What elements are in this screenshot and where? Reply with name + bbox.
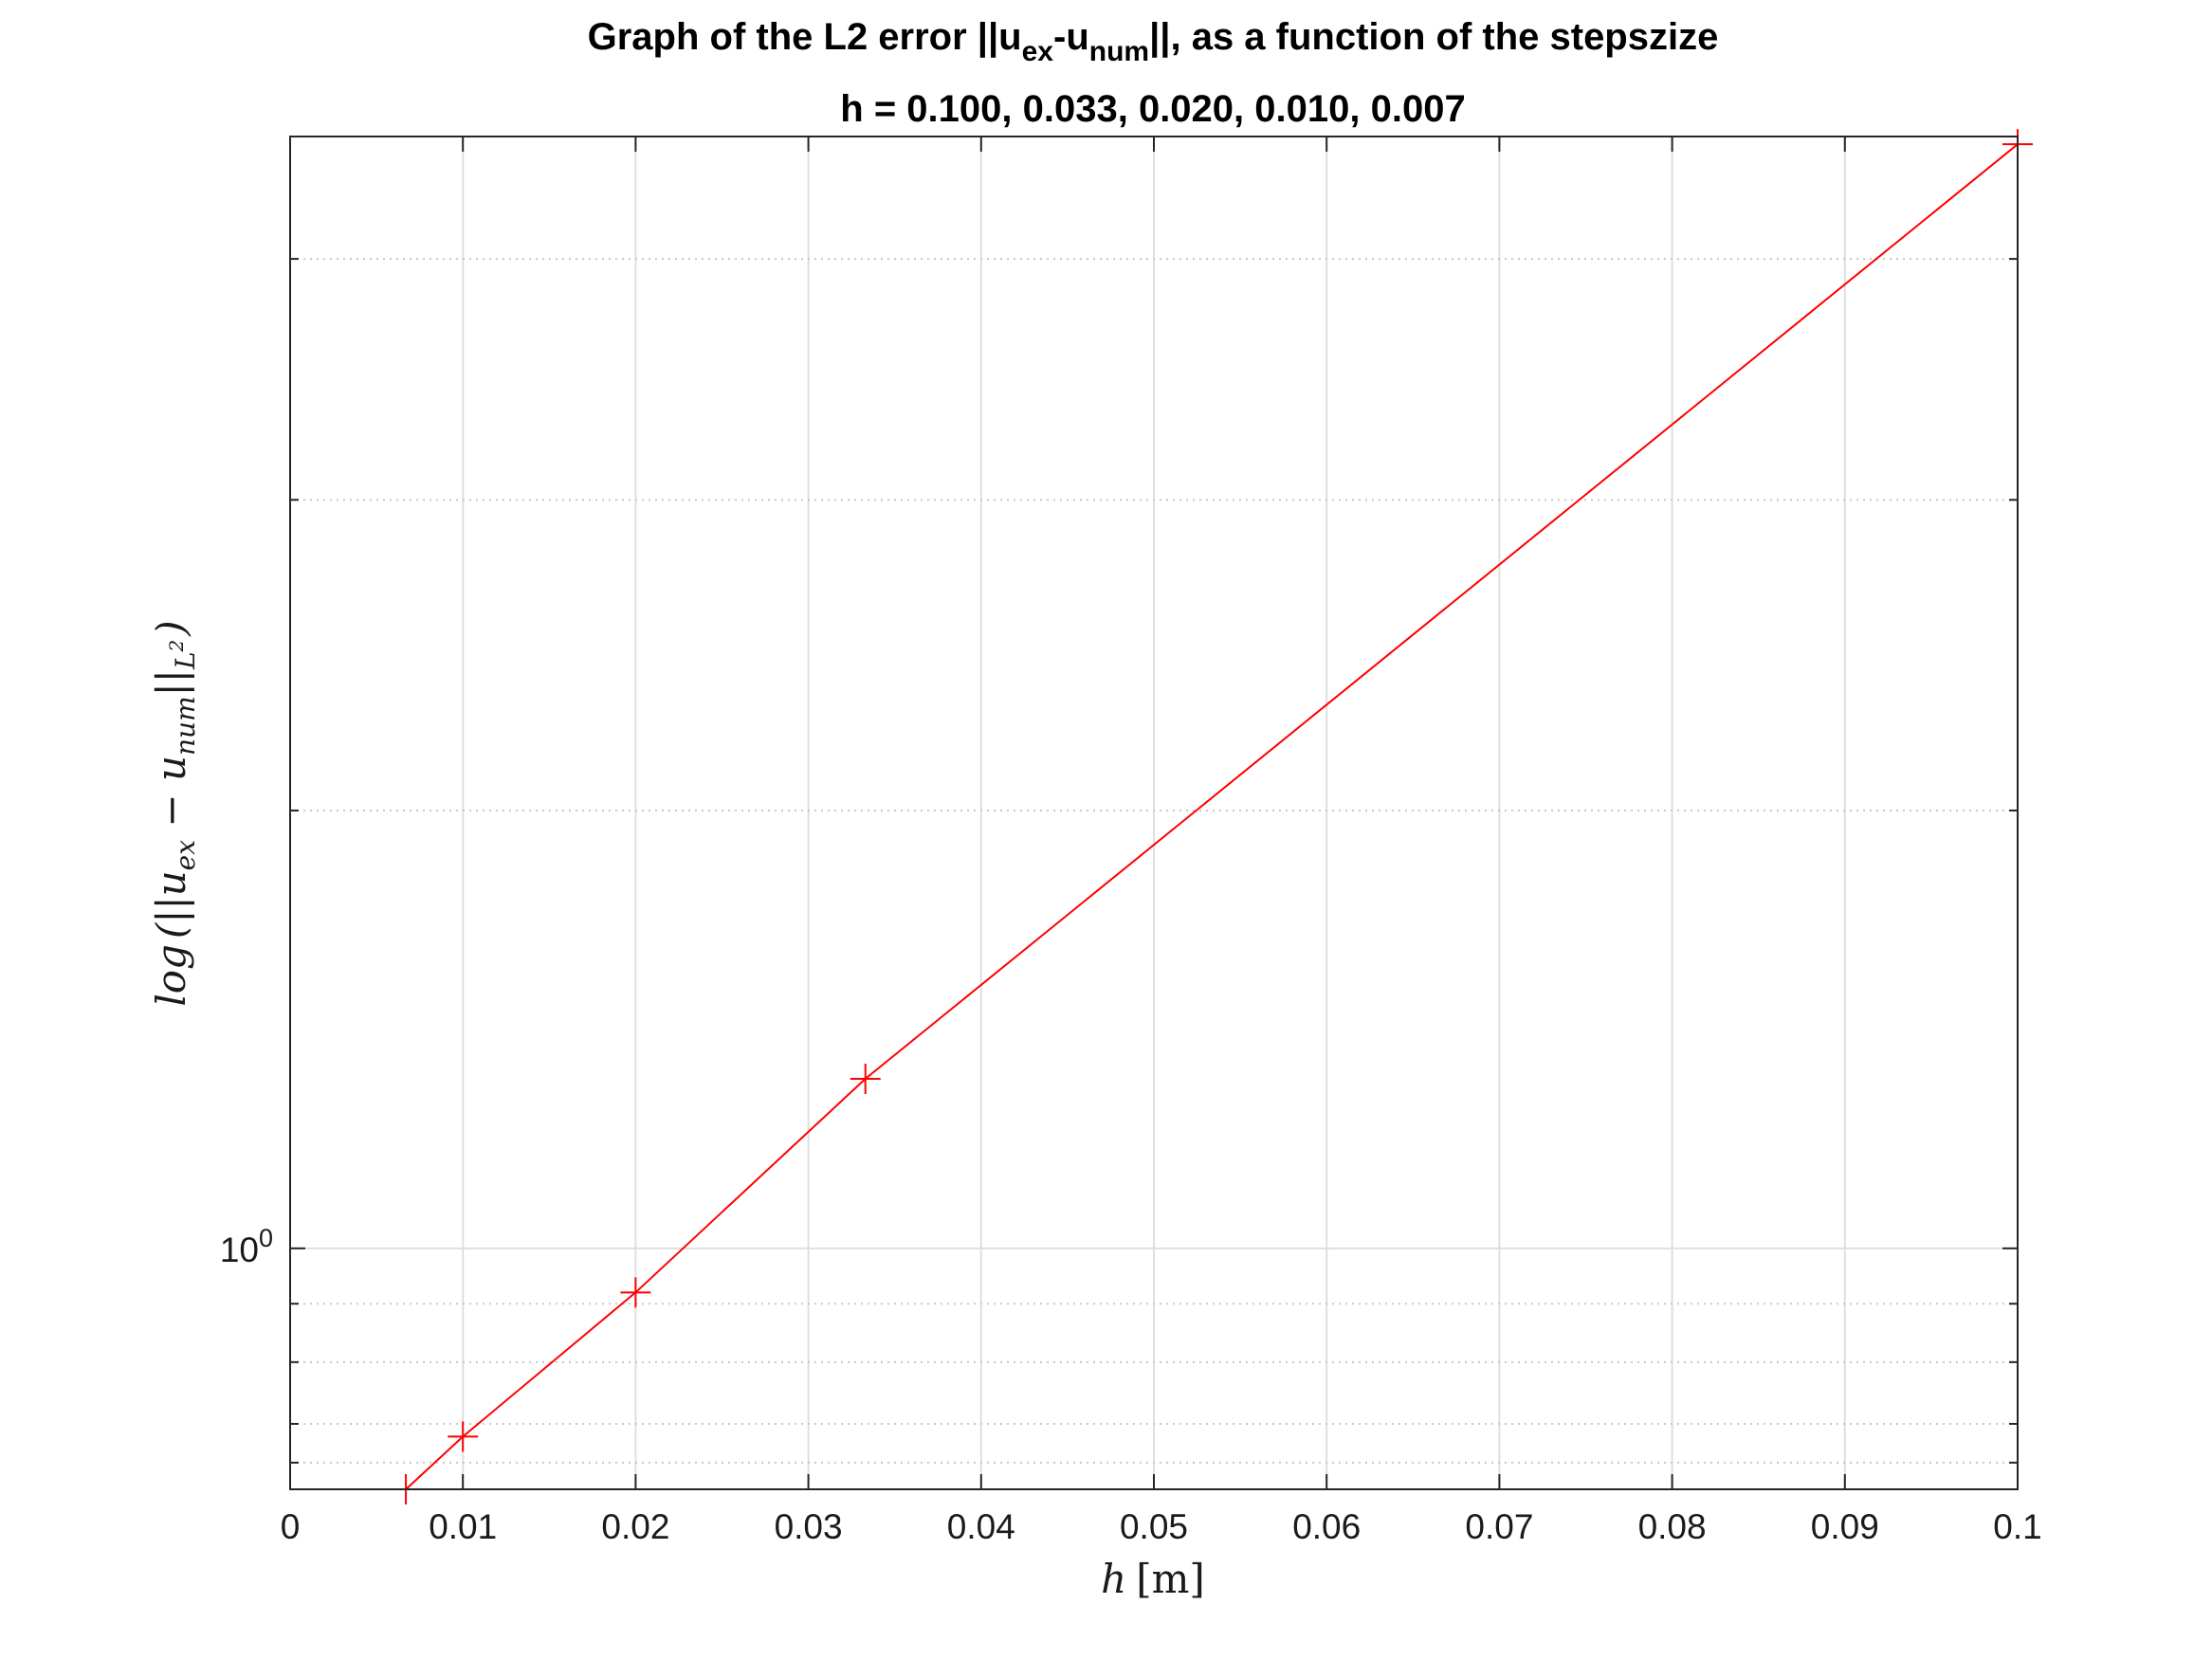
y-axis-label-sup-2: 2 (165, 640, 188, 653)
y-axis-label-sub-num: num (170, 696, 201, 756)
x-tick-label: 0.07 (1465, 1507, 1533, 1546)
x-tick-label: 0 (281, 1507, 301, 1546)
chart-title: Graph of the L2 error ||uex-unum||, as a… (588, 16, 1719, 67)
data-point-marker (850, 1063, 881, 1094)
chart-subtitle: h = 0.100, 0.033, 0.020, 0.010, 0.007 (840, 88, 1465, 130)
grid-layer (290, 137, 2018, 1489)
y-axis-label-sub-ex: ex (170, 840, 201, 871)
y-axis-label-func: log (148, 944, 194, 1007)
data-point-marker (620, 1277, 651, 1308)
x-axis-label-unit: [m] (1136, 1556, 1205, 1602)
y-axis-label-close: ) (148, 620, 194, 636)
y-axis-label-bars: || (148, 669, 194, 696)
y-tick-label-base: 10 (220, 1231, 259, 1269)
x-tick-label: 0.03 (775, 1507, 843, 1546)
axes-box (289, 136, 2019, 1490)
x-axis-label-variable: h (1101, 1556, 1126, 1602)
data-point-marker (448, 1421, 479, 1452)
y-tick-label-exponent: 0 (259, 1224, 273, 1252)
y-axis-label-mid: − u (148, 756, 194, 840)
chart-title-prefix: Graph of the L2 error ||u (588, 16, 1022, 58)
x-tick-label: 0.04 (947, 1507, 1015, 1546)
x-tick-label: 0.05 (1120, 1507, 1188, 1546)
chart-title-mid: -u (1053, 16, 1089, 58)
x-tick-label: 0.1 (1993, 1507, 2041, 1546)
chart-title-sub-ex: ex (1022, 36, 1054, 67)
x-tick-label: 0.06 (1292, 1507, 1361, 1546)
y-axis-label-open: (||u (148, 870, 194, 939)
x-tick-label: 0.02 (601, 1507, 669, 1546)
x-axis-label: h [m] (1101, 1556, 1205, 1602)
chart-title-suffix: ||, as a function of the stepszize (1149, 16, 1718, 58)
label-layer: 0 0.01 0.02 0.03 0.04 0.05 0.06 0.07 0.08 0.09 0.1… (220, 1224, 2042, 1546)
y-tick-label: 100 (220, 1224, 273, 1269)
x-tick-label: 0.09 (1811, 1507, 1879, 1546)
chart-title-sub-num: num (1089, 36, 1149, 67)
x-tick-label: 0.01 (429, 1507, 497, 1546)
y-axis-label: log (||uex − unum||L2) (148, 620, 201, 1006)
y-axis-label-sub-L: L (170, 651, 201, 670)
x-tick-label: 0.08 (1638, 1507, 1707, 1546)
